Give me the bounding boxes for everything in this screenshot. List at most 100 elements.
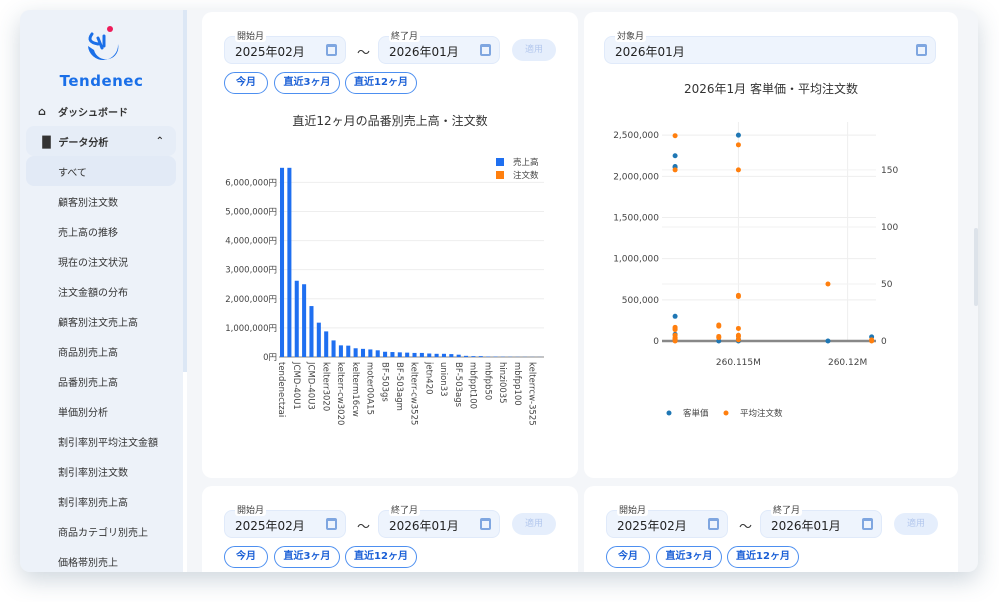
y-tick-label: 500,000 bbox=[622, 296, 659, 306]
calendar-icon[interactable] bbox=[916, 44, 927, 56]
x-tick-label: JCMD-40U1 bbox=[291, 361, 301, 410]
y-tick-label: 1,500,000 bbox=[613, 214, 659, 224]
sidebar-subitem[interactable]: すべて bbox=[26, 156, 176, 186]
scatter-point bbox=[716, 338, 722, 344]
y-tick-label: 1,000,000円 bbox=[225, 324, 277, 334]
range-separator: 〜 bbox=[357, 520, 371, 535]
home-icon: ⌂ bbox=[38, 104, 46, 118]
scatter-point bbox=[869, 338, 875, 344]
bar bbox=[383, 351, 388, 357]
bar bbox=[287, 167, 292, 357]
apply-button[interactable]: 適用 bbox=[512, 513, 556, 535]
x-tick-label: kelterr-cw3020 bbox=[335, 362, 345, 425]
scatter-chart: 260.115M 260.12M 0 500,000 1,000,000 1,500,00… bbox=[613, 122, 898, 419]
bar bbox=[397, 352, 402, 357]
bar bbox=[331, 340, 336, 357]
bar bbox=[464, 355, 469, 357]
last-3-months-chip[interactable]: 直近3ヶ月 bbox=[274, 546, 340, 568]
sidebar-subitem[interactable]: 顧客別注文数 bbox=[58, 197, 118, 209]
x-tick-label: hinzi0035 bbox=[497, 362, 507, 404]
last-12-months-chip[interactable]: 直近12ヶ月 bbox=[727, 546, 799, 568]
sidebar-subitem[interactable]: 品番別売上高 bbox=[58, 377, 118, 389]
bar bbox=[449, 354, 454, 357]
apply-button[interactable]: 適用 bbox=[894, 513, 938, 535]
sidebar-subitem[interactable]: 商品別売上高 bbox=[58, 347, 118, 359]
end-month-field[interactable]: 終了月 2026年01月 bbox=[760, 503, 882, 538]
x-tick-label: 260.115M bbox=[716, 358, 761, 368]
sidebar-subitem[interactable]: 割引率別平均注文金額 bbox=[58, 437, 158, 449]
legend-label[interactable]: 売上高 bbox=[513, 157, 539, 168]
bar bbox=[434, 353, 439, 357]
apply-button[interactable]: 適用 bbox=[512, 39, 556, 61]
main-scrollbar[interactable] bbox=[974, 228, 978, 306]
y2-tick-label: 0 bbox=[881, 337, 887, 347]
start-month-value: 2025年02月 bbox=[617, 519, 687, 533]
y-tick-label: 2,000,000円 bbox=[225, 295, 277, 305]
calendar-icon[interactable] bbox=[326, 44, 337, 56]
product-sales-card: 開始月 2025年02月 〜 終了月 2026年01月 適用 今月 直近3ヶ月 直近… bbox=[202, 12, 578, 478]
calendar-icon[interactable] bbox=[708, 518, 719, 530]
legend-swatch bbox=[496, 171, 504, 179]
sidebar-subitem[interactable]: 割引率別注文数 bbox=[58, 467, 128, 479]
sidebar-subitem[interactable]: 商品カテゴリ別売上 bbox=[58, 527, 148, 539]
chart-title: 2026年1月 客単価・平均注文数 bbox=[684, 82, 858, 96]
scatter-point bbox=[716, 323, 722, 329]
last-12-months-chip[interactable]: 直近12ヶ月 bbox=[345, 546, 417, 568]
y2-tick-label: 50 bbox=[881, 280, 893, 290]
range-separator: 〜 bbox=[357, 46, 371, 61]
x-tick-label: tendenectzai bbox=[276, 362, 286, 417]
end-month-field[interactable]: 終了月 2026年01月 bbox=[378, 29, 500, 64]
sidebar-subitem[interactable]: 単価別分析 bbox=[58, 407, 108, 419]
legend-label[interactable]: 客単価 bbox=[683, 408, 709, 419]
legend-label[interactable]: 平均注文数 bbox=[740, 408, 783, 419]
calendar-icon[interactable] bbox=[862, 518, 873, 530]
x-tick-label: JCMD-40U3 bbox=[306, 361, 316, 410]
legend-marker bbox=[723, 410, 729, 416]
x-tick-label: kelterm16cw bbox=[350, 362, 360, 417]
filter-card-bottom-right: 開始月 2025年02月 〜 終了月 2026年01月 適用 今月 直近3ヶ月 直近… bbox=[584, 486, 958, 572]
last-3-months-chip[interactable]: 直近3ヶ月 bbox=[656, 546, 722, 568]
logo: Tendenec bbox=[20, 24, 183, 90]
sidebar-item-dashboard[interactable]: ⌂ ダッシュボード bbox=[26, 96, 176, 126]
x-tick-label: BF-503ags bbox=[453, 362, 463, 408]
y-tick-label: 1,000,000 bbox=[613, 255, 659, 265]
sidebar-subitem[interactable]: 顧客別注文売上高 bbox=[58, 317, 138, 329]
this-month-chip[interactable]: 今月 bbox=[224, 546, 268, 568]
bar bbox=[309, 306, 314, 357]
y-tick-label: 6,000,000円 bbox=[225, 178, 277, 188]
start-month-field[interactable]: 開始月 2025年02月 bbox=[224, 503, 346, 538]
calendar-icon[interactable] bbox=[480, 518, 491, 530]
scatter-point bbox=[672, 133, 678, 139]
y-tick-label: 2,000,000 bbox=[613, 172, 659, 182]
bar bbox=[456, 354, 461, 357]
last-12-months-chip[interactable]: 直近12ヶ月 bbox=[345, 72, 417, 94]
sidebar-subitem[interactable]: 現在の注文状況 bbox=[58, 257, 128, 269]
calendar-icon[interactable] bbox=[326, 518, 337, 530]
last-3-months-chip[interactable]: 直近3ヶ月 bbox=[274, 72, 340, 94]
scatter-point bbox=[825, 338, 831, 344]
start-month-field[interactable]: 開始月 2025年02月 bbox=[606, 503, 728, 538]
end-month-field[interactable]: 終了月 2026年01月 bbox=[378, 503, 500, 538]
sidebar-subitem[interactable]: 価格帯別売上 bbox=[58, 557, 118, 569]
legend-marker bbox=[666, 410, 672, 416]
legend-label[interactable]: 注文数 bbox=[513, 170, 539, 181]
start-month-value: 2025年02月 bbox=[235, 45, 305, 59]
this-month-chip[interactable]: 今月 bbox=[606, 546, 650, 568]
app-window: Tendenec ⌂ ダッシュボード ▐▌ データ分析 ⌃ すべて 顧客別注文数 売上高… bbox=[20, 10, 978, 572]
this-month-chip[interactable]: 今月 bbox=[224, 72, 268, 94]
sidebar-subitem[interactable]: 割引率別売上高 bbox=[58, 497, 128, 509]
target-month-field[interactable]: 対象月 2026年01月 bbox=[604, 29, 936, 64]
scatter-point bbox=[735, 294, 741, 300]
sidebar-subitem[interactable]: 注文金額の分布 bbox=[58, 287, 128, 299]
sidebar-item-label: ダッシュボード bbox=[58, 107, 128, 119]
sidebar-item-data-analysis[interactable]: ▐▌ データ分析 ⌃ bbox=[26, 126, 176, 156]
calendar-icon[interactable] bbox=[480, 44, 491, 56]
start-month-field[interactable]: 開始月 2025年02月 bbox=[224, 29, 346, 64]
scatter-point bbox=[735, 333, 741, 339]
sidebar-scroll-thumb[interactable] bbox=[183, 10, 187, 372]
scatter-point bbox=[735, 167, 741, 173]
brand-name: Tendenec bbox=[59, 72, 144, 90]
sidebar-subitem[interactable]: 売上高の推移 bbox=[58, 227, 118, 239]
end-month-value: 2026年01月 bbox=[389, 45, 459, 59]
x-tick-label: union33 bbox=[438, 362, 448, 397]
